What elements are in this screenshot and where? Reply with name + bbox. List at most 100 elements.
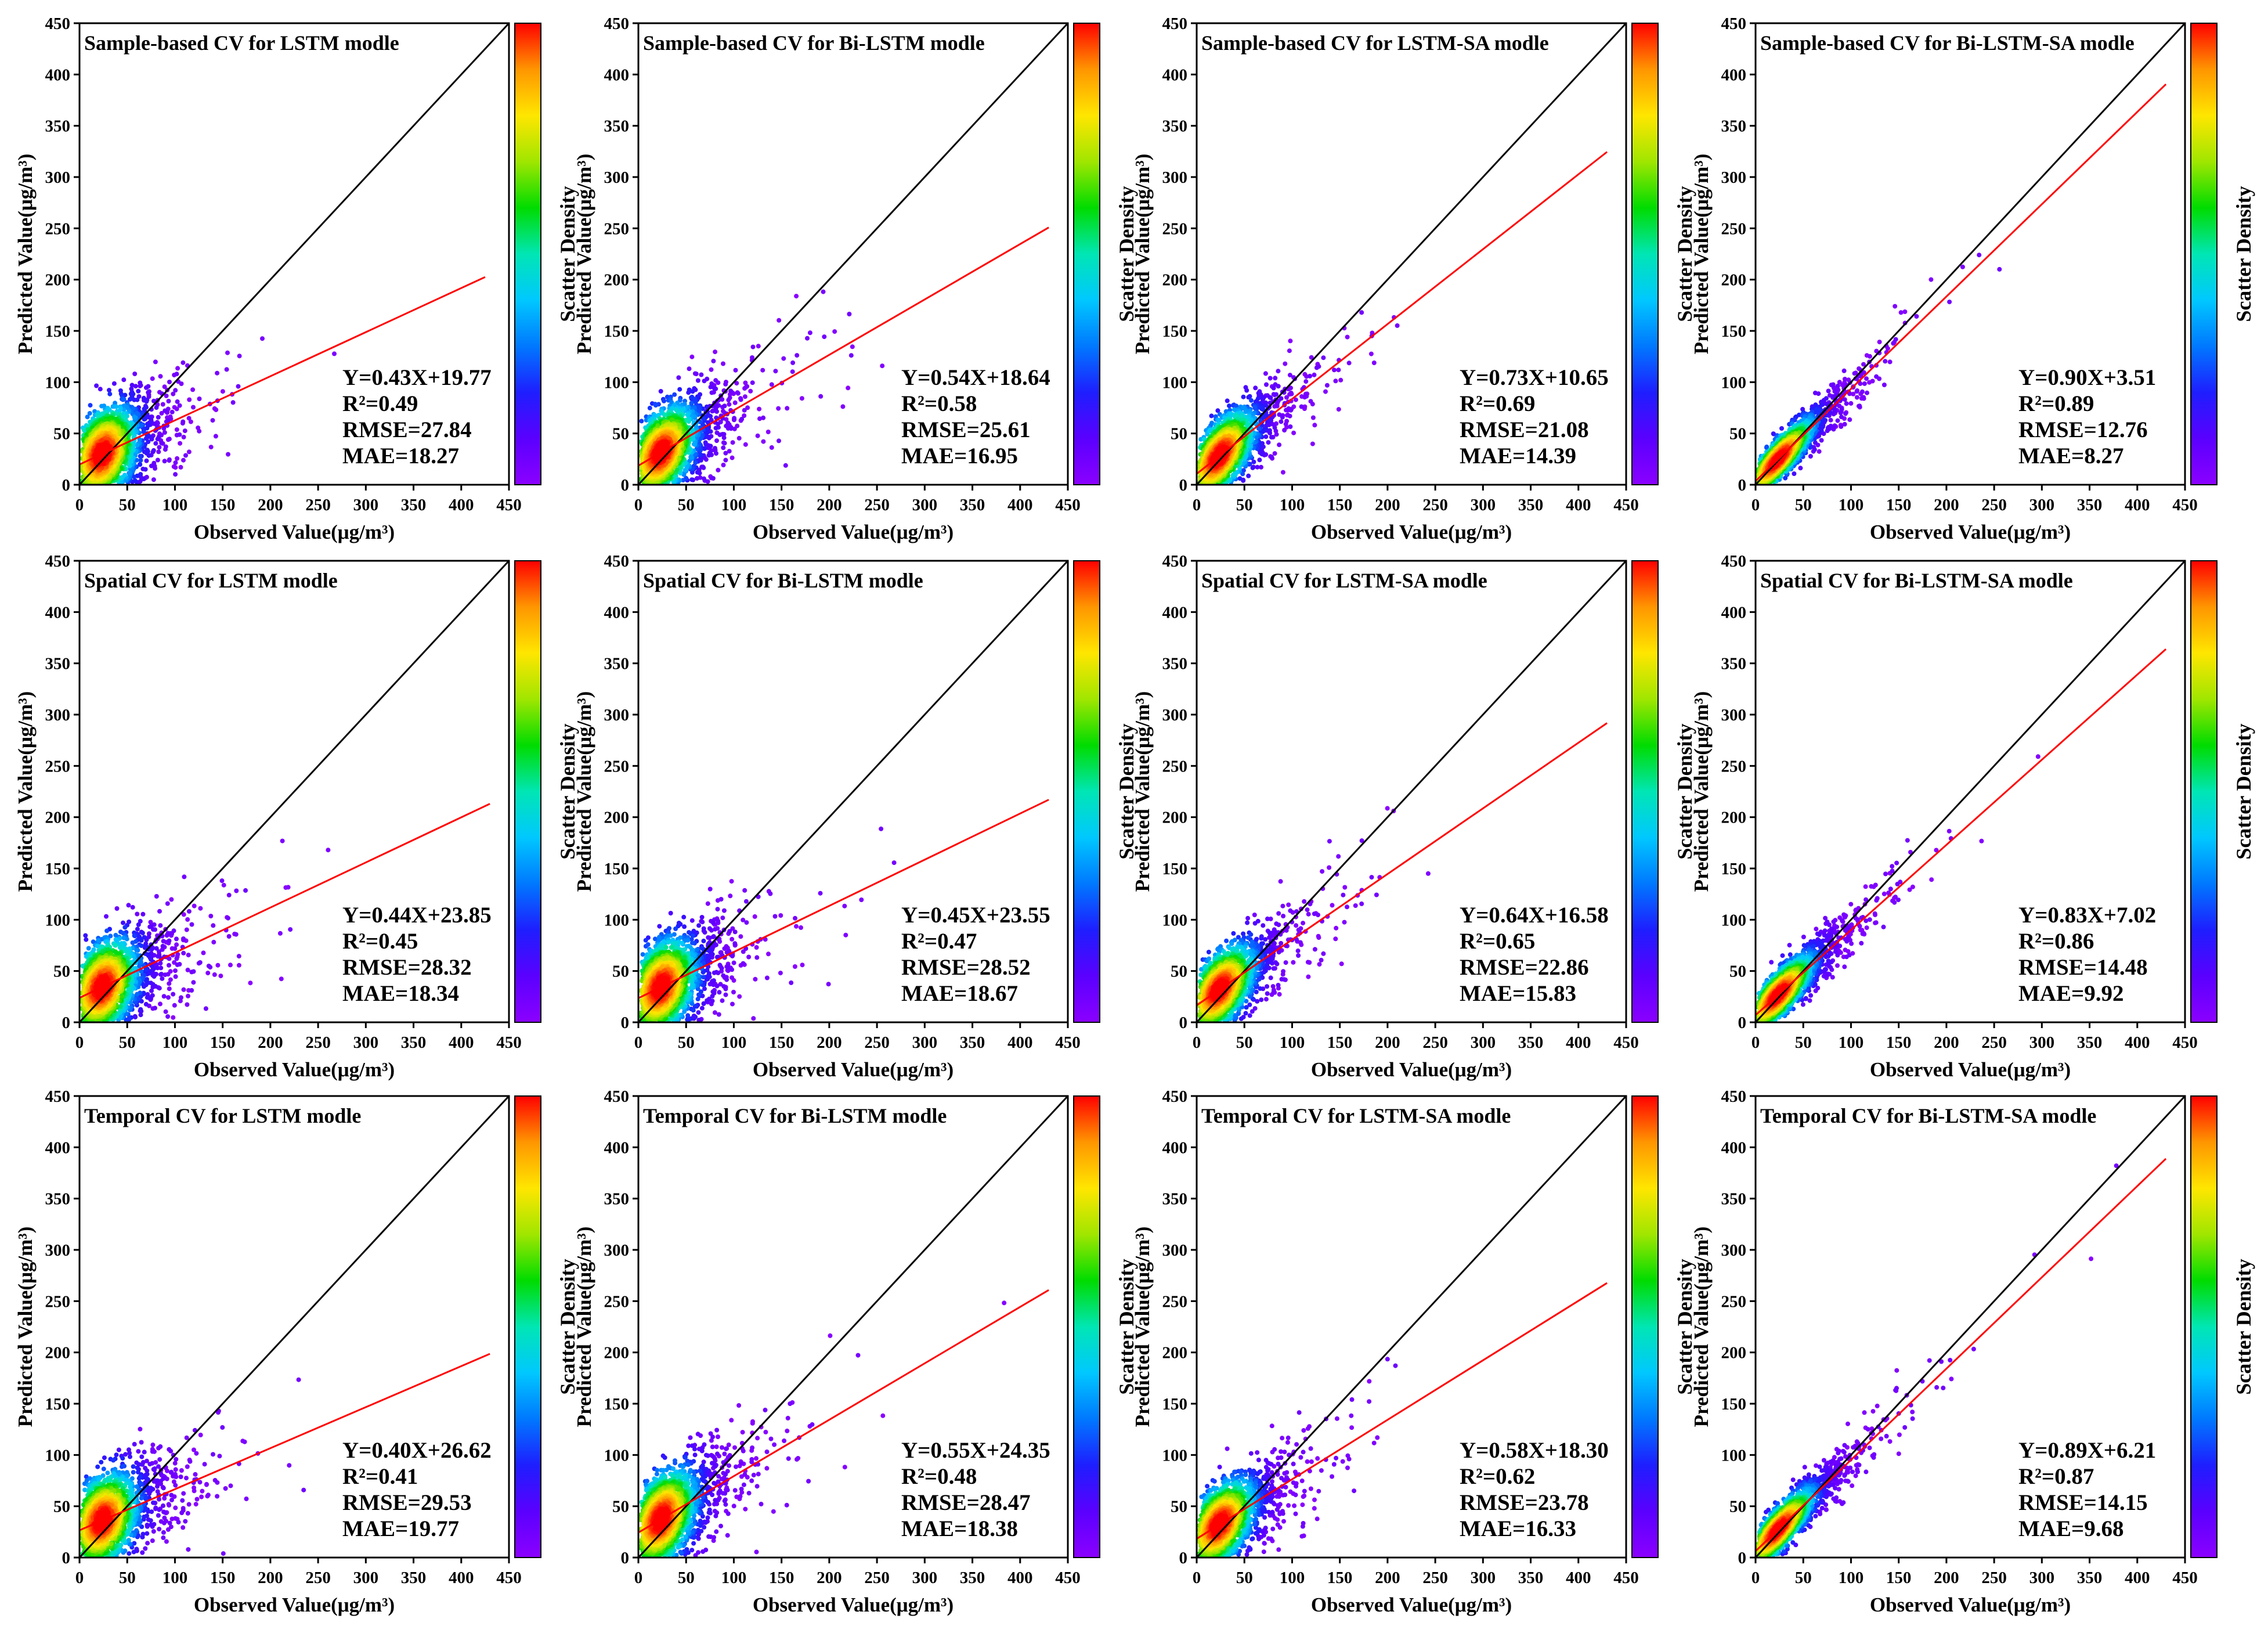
scatter-point [723,441,727,445]
scatter-point [260,336,265,341]
y-axis-label: Predicted Value(μg/m³) [573,154,595,355]
scatter-point [181,458,186,463]
scatter-point [701,466,706,470]
x-tick-label: 450 [496,496,522,514]
colorbar [515,23,541,485]
scatter-point [685,413,690,417]
scatter-point [1283,362,1287,366]
scatter-point [136,389,140,394]
scatter-point [1289,391,1294,395]
scatter-point [737,436,742,441]
y-tick-label: 350 [45,117,71,136]
scatter-point [785,406,789,410]
scatter-point [693,460,698,465]
scatter-point [674,408,678,412]
scatter-point [723,451,728,456]
x-tick-label: 200 [258,496,283,514]
scatter-point [723,382,728,387]
scatter-point [696,378,700,383]
scatter-point [776,406,781,411]
y-tick-label: 100 [604,373,630,392]
scatter-point [821,290,826,294]
scatter-point [146,390,150,395]
x-tick-label: 50 [119,496,136,514]
scatter-point [730,456,735,460]
scatter-point [794,353,799,358]
scatter-point [179,465,183,470]
scatter-point [710,390,714,395]
scatter-point [694,372,699,376]
x-tick-label: 400 [1007,496,1033,514]
x-tick-label: 250 [305,496,331,514]
scatter-point [180,420,185,424]
scatter-point [1287,348,1292,353]
scatter-point [687,366,692,371]
scatter-point [1338,378,1343,383]
scatter-point [139,383,143,388]
x-tick-label: 150 [769,496,794,514]
scatter-point [175,456,179,461]
scatter-point [1311,416,1316,420]
r-squared: R²=0.49 [342,391,418,416]
x-tick-label: 350 [401,496,427,514]
scatter-point [175,366,180,370]
scatter-point [750,355,754,360]
scatter-point [716,421,720,426]
scatter-point [733,401,738,405]
scatter-point [1288,338,1292,343]
scatter-point [156,437,160,441]
y-tick-label: 50 [612,425,629,444]
scatter-point [648,406,652,410]
scatter-point [237,354,242,358]
scatter-point [107,388,111,392]
scatter-point [178,441,182,446]
scatter-point [725,421,730,426]
scatter-point [1337,407,1341,412]
mae-value: MAE=16.95 [901,444,1018,468]
scatter-point [721,463,726,467]
scatter-point [143,467,148,472]
scatter-point [761,439,765,444]
fit-equation: Y=0.43X+19.77 [342,365,492,390]
scatter-point [1281,470,1285,475]
scatter-point [187,416,192,420]
scatter-point [743,394,747,399]
scatter-point [713,349,717,354]
scatter-point [1336,367,1341,372]
scatter-point [742,408,747,413]
scatter-point [128,471,132,475]
scatter-point [214,408,218,412]
y-tick-label: 450 [45,15,71,33]
scatter-point [138,458,143,463]
scatter-point [840,404,845,409]
scatter-point [209,445,214,449]
one-to-one-line [80,23,509,485]
scatter-point [156,458,160,463]
scatter-point [138,454,143,459]
x-tick-label: 300 [353,496,379,514]
scatter-point [173,472,178,477]
scatter-point [88,411,92,416]
scatter-point [716,468,720,473]
scatter-point [161,402,165,407]
scatter-points [80,336,337,485]
scatter-point [714,426,718,430]
scatter-point [174,460,178,465]
scatter-point [144,385,149,390]
scatter-point [653,403,658,408]
scatter-point [122,397,127,402]
scatter-point [722,432,727,437]
scatter-point [145,459,149,463]
scatter-point [790,369,795,374]
scatter-point [187,398,192,402]
y-tick-label: 200 [45,271,71,290]
scatter-point [149,464,154,468]
scatter-point [832,329,837,334]
x-tick-label: 100 [162,496,188,514]
scatter-point [689,477,694,482]
scatter-point [713,378,718,383]
scatter-point [139,423,144,428]
scatter-point [183,453,188,458]
scatter-point [197,429,201,434]
x-tick-label: 100 [721,496,747,514]
